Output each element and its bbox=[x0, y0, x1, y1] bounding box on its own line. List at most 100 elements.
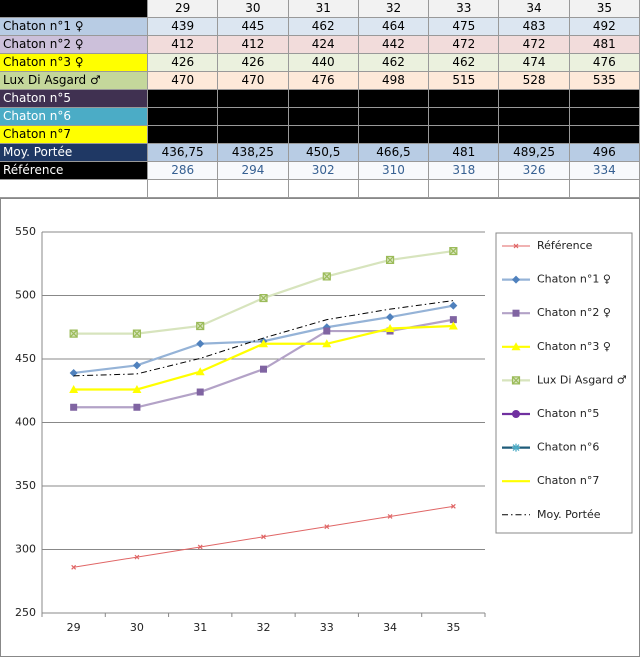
marker bbox=[450, 503, 456, 509]
value-cell bbox=[288, 108, 359, 126]
value-cell: 474 bbox=[499, 54, 570, 72]
header-cell: 33 bbox=[429, 0, 500, 18]
value-cell bbox=[358, 90, 430, 108]
value-cell: 412 bbox=[148, 36, 219, 54]
blank-cell bbox=[569, 180, 640, 198]
value-cell bbox=[288, 90, 359, 108]
blank-cell bbox=[218, 180, 289, 198]
value-cell bbox=[429, 108, 500, 126]
y-tick-label: 400 bbox=[15, 416, 36, 429]
value-cell bbox=[148, 90, 219, 108]
value-cell: 476 bbox=[569, 54, 640, 72]
marker bbox=[511, 342, 521, 351]
value-cell: 334 bbox=[569, 162, 640, 180]
header-cell: 31 bbox=[288, 0, 359, 18]
row-label: Chaton n°7 bbox=[0, 126, 148, 144]
row-label: Moy. Portée bbox=[0, 144, 148, 162]
y-tick-label: 350 bbox=[15, 479, 36, 492]
value-cell bbox=[429, 126, 500, 144]
value-cell: 535 bbox=[569, 72, 640, 90]
value-cell: 472 bbox=[499, 36, 570, 54]
value-cell: 450,5 bbox=[288, 144, 359, 162]
marker bbox=[196, 388, 204, 396]
x-tick-label: 29 bbox=[67, 621, 81, 634]
value-cell bbox=[218, 108, 289, 126]
value-cell: 472 bbox=[429, 36, 500, 54]
marker bbox=[70, 403, 78, 411]
row-label: Chaton n°3 ♀ bbox=[0, 54, 148, 72]
value-cell: 483 bbox=[499, 18, 570, 36]
marker bbox=[261, 534, 266, 540]
marker bbox=[132, 329, 142, 338]
blank-cell bbox=[499, 180, 570, 198]
header-cell: 30 bbox=[218, 0, 289, 18]
value-cell: 426 bbox=[218, 54, 289, 72]
legend-label: Chaton n°5 bbox=[537, 407, 599, 420]
series-line bbox=[73, 300, 454, 377]
marker bbox=[196, 321, 205, 331]
value-cell bbox=[288, 126, 359, 144]
row-label: Chaton n°1 ♀ bbox=[0, 18, 148, 36]
marker bbox=[386, 313, 395, 322]
value-cell: 302 bbox=[288, 162, 359, 180]
value-cell bbox=[499, 90, 570, 108]
value-cell: 489,25 bbox=[499, 144, 570, 162]
value-cell bbox=[499, 126, 570, 144]
value-cell: 481 bbox=[429, 144, 500, 162]
marker bbox=[512, 309, 520, 317]
marker bbox=[322, 339, 332, 348]
row-label: Lux Di Asgard ♂ bbox=[0, 72, 148, 90]
value-cell: 439 bbox=[148, 18, 219, 36]
legend-label: Chaton n°3 ♀ bbox=[537, 340, 611, 353]
marker bbox=[448, 321, 458, 330]
blank-cell bbox=[358, 180, 430, 198]
marker bbox=[69, 368, 78, 377]
value-cell: 528 bbox=[499, 72, 570, 90]
marker bbox=[512, 275, 520, 284]
marker bbox=[449, 316, 457, 324]
value-cell bbox=[499, 108, 570, 126]
marker bbox=[197, 544, 203, 550]
marker bbox=[260, 365, 267, 373]
marker bbox=[195, 367, 205, 376]
value-cell: 310 bbox=[358, 162, 430, 180]
value-cell bbox=[358, 126, 430, 144]
value-cell bbox=[218, 126, 289, 144]
x-tick-label: 33 bbox=[320, 621, 334, 634]
value-cell bbox=[569, 108, 640, 126]
value-cell: 481 bbox=[569, 36, 640, 54]
value-cell: 440 bbox=[288, 54, 359, 72]
value-cell: 326 bbox=[499, 162, 570, 180]
row-label: Chaton n°6 bbox=[0, 108, 148, 126]
legend-label: Chaton n°6 bbox=[537, 441, 599, 454]
x-tick-label: 32 bbox=[257, 621, 271, 634]
value-cell bbox=[429, 90, 500, 108]
value-cell bbox=[569, 90, 640, 108]
x-tick-label: 34 bbox=[383, 621, 397, 634]
value-cell: 492 bbox=[569, 18, 640, 36]
marker bbox=[449, 246, 458, 256]
marker bbox=[259, 293, 268, 303]
corner-cell bbox=[0, 0, 148, 18]
header-cell: 32 bbox=[358, 0, 430, 18]
value-cell: 476 bbox=[288, 72, 359, 90]
y-tick-label: 500 bbox=[15, 289, 36, 302]
value-cell: 424 bbox=[288, 36, 359, 54]
value-cell: 470 bbox=[148, 72, 219, 90]
marker bbox=[324, 524, 330, 530]
value-cell: 462 bbox=[429, 54, 500, 72]
value-cell bbox=[148, 108, 219, 126]
value-cell: 438,25 bbox=[218, 144, 289, 162]
y-tick-label: 550 bbox=[15, 225, 36, 238]
marker bbox=[132, 361, 141, 370]
row-label: Chaton n°2 ♀ bbox=[0, 36, 148, 54]
value-cell: 442 bbox=[358, 36, 430, 54]
marker bbox=[134, 554, 140, 560]
marker bbox=[385, 324, 395, 333]
marker bbox=[259, 339, 268, 348]
x-tick-label: 35 bbox=[446, 621, 460, 634]
value-cell: 466,5 bbox=[358, 144, 430, 162]
marker bbox=[133, 403, 141, 411]
value-cell: 470 bbox=[218, 72, 289, 90]
